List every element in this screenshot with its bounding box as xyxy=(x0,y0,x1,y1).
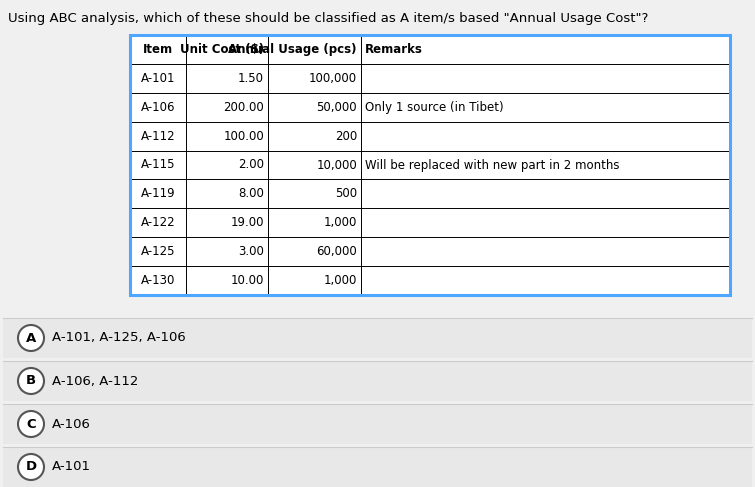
Circle shape xyxy=(18,454,44,480)
Text: C: C xyxy=(26,417,35,431)
Bar xyxy=(3,447,752,487)
Text: A-106: A-106 xyxy=(52,417,91,431)
Text: A-130: A-130 xyxy=(140,274,175,287)
Text: A-101: A-101 xyxy=(52,461,91,473)
Text: 2.00: 2.00 xyxy=(238,158,264,171)
Text: 200.00: 200.00 xyxy=(223,101,264,114)
Text: A-122: A-122 xyxy=(140,216,175,229)
Text: Unit Cost ($): Unit Cost ($) xyxy=(180,43,264,56)
Text: A-119: A-119 xyxy=(140,187,175,200)
Bar xyxy=(3,404,752,444)
Circle shape xyxy=(18,325,44,351)
Text: Using ABC analysis, which of these should be classified as A item/s based "Annua: Using ABC analysis, which of these shoul… xyxy=(8,12,649,25)
Text: 10,000: 10,000 xyxy=(316,158,357,171)
Text: 200: 200 xyxy=(334,130,357,143)
Circle shape xyxy=(18,368,44,394)
Text: A-101, A-125, A-106: A-101, A-125, A-106 xyxy=(52,332,186,344)
Text: 8.00: 8.00 xyxy=(238,187,264,200)
Text: 1.50: 1.50 xyxy=(238,72,264,85)
Text: A-125: A-125 xyxy=(140,245,175,258)
Text: 60,000: 60,000 xyxy=(316,245,357,258)
Text: 500: 500 xyxy=(335,187,357,200)
Circle shape xyxy=(18,411,44,437)
Text: 100,000: 100,000 xyxy=(309,72,357,85)
Text: Item: Item xyxy=(143,43,173,56)
Text: 3.00: 3.00 xyxy=(238,245,264,258)
Bar xyxy=(130,35,730,295)
Polygon shape xyxy=(130,35,730,295)
Text: 1,000: 1,000 xyxy=(324,274,357,287)
Text: 50,000: 50,000 xyxy=(316,101,357,114)
Text: D: D xyxy=(26,461,36,473)
Text: 10.00: 10.00 xyxy=(230,274,264,287)
Text: A-106: A-106 xyxy=(140,101,175,114)
Text: 1,000: 1,000 xyxy=(324,216,357,229)
Text: Remarks: Remarks xyxy=(365,43,423,56)
Text: B: B xyxy=(26,375,36,388)
Text: A-112: A-112 xyxy=(140,130,175,143)
Text: A: A xyxy=(26,332,36,344)
Text: Only 1 source (in Tibet): Only 1 source (in Tibet) xyxy=(365,101,504,114)
Bar xyxy=(3,318,752,358)
Bar xyxy=(3,361,752,401)
Text: 100.00: 100.00 xyxy=(223,130,264,143)
Text: A-101: A-101 xyxy=(140,72,175,85)
Text: 19.00: 19.00 xyxy=(230,216,264,229)
Text: A-106, A-112: A-106, A-112 xyxy=(52,375,138,388)
Text: Annual Usage (pcs): Annual Usage (pcs) xyxy=(229,43,357,56)
Text: A-115: A-115 xyxy=(140,158,175,171)
Text: Will be replaced with new part in 2 months: Will be replaced with new part in 2 mont… xyxy=(365,158,620,171)
